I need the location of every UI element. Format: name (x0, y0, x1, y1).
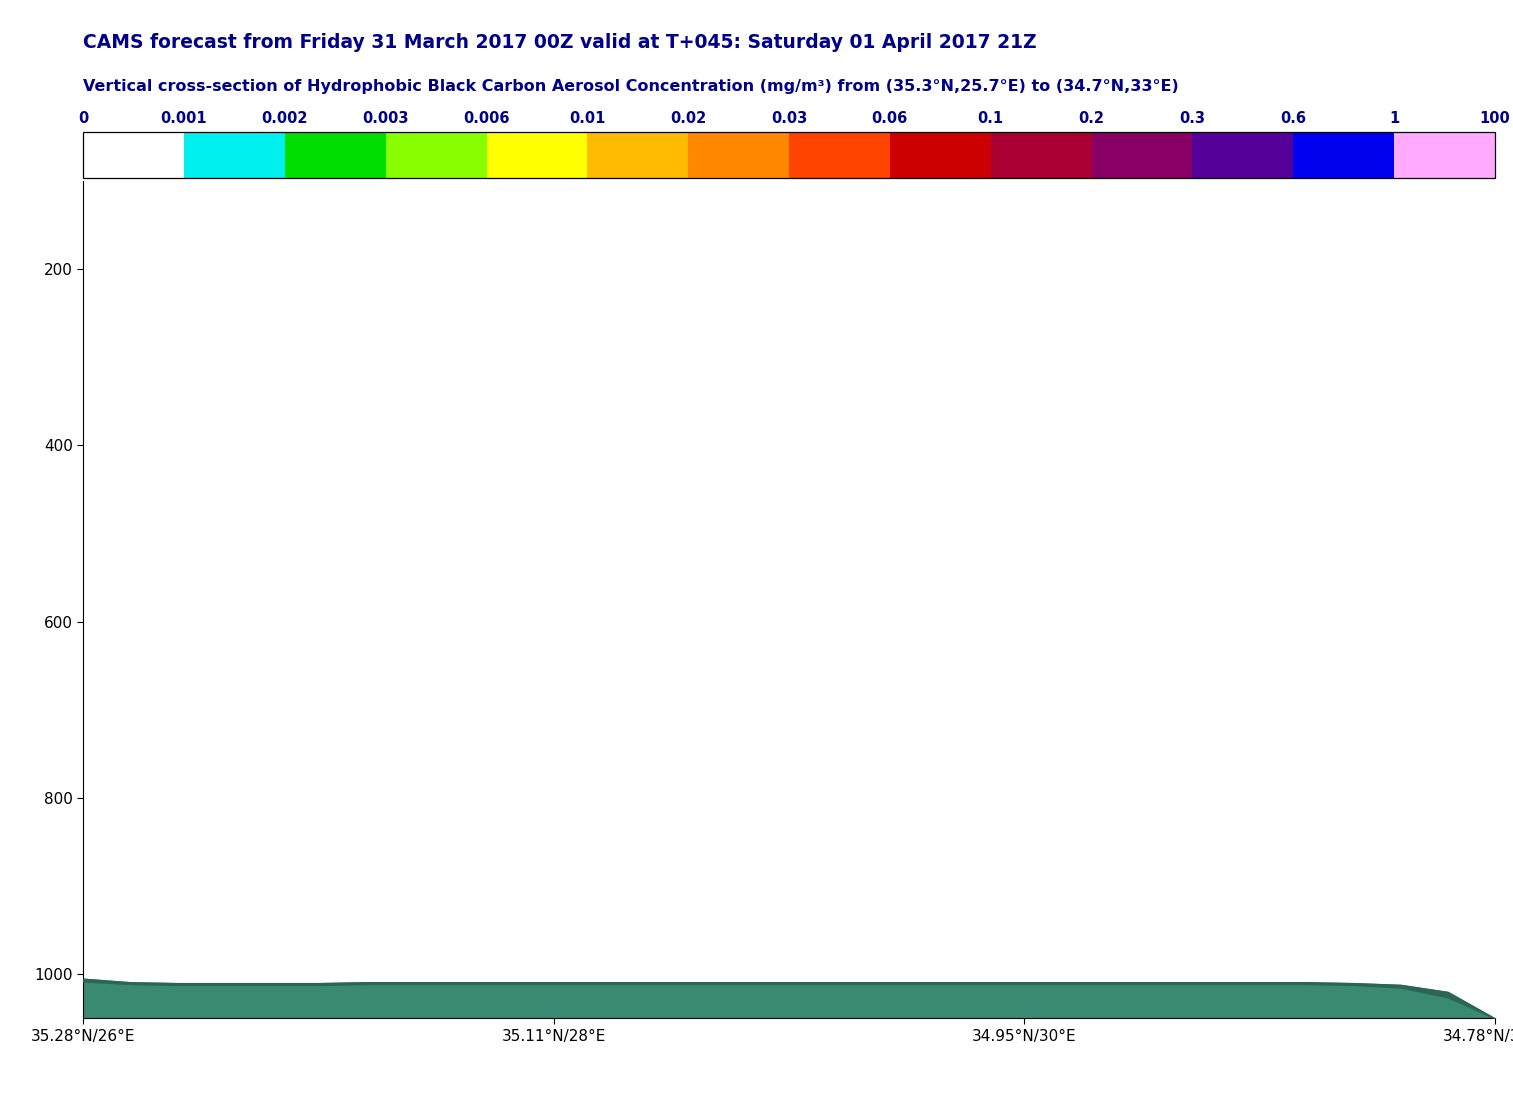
Text: 0.002: 0.002 (262, 111, 309, 127)
Text: 0.003: 0.003 (363, 111, 409, 127)
Text: CAMS forecast from Friday 31 March 2017 00Z valid at T+045: Saturday 01 April 20: CAMS forecast from Friday 31 March 2017 … (83, 33, 1036, 52)
Text: 0.03: 0.03 (772, 111, 806, 127)
Text: 0.6: 0.6 (1280, 111, 1306, 127)
Bar (790, 131, 890, 177)
Bar (890, 131, 991, 177)
Bar (1393, 131, 1495, 177)
Bar (991, 131, 1091, 177)
Bar (1192, 131, 1294, 177)
Text: Vertical cross-section of Hydrophobic Black Carbon Aerosol Concentration (mg/m³): Vertical cross-section of Hydrophobic Bl… (83, 79, 1179, 94)
Text: 0.2: 0.2 (1079, 111, 1104, 127)
Text: 1: 1 (1389, 111, 1400, 127)
Text: 0.3: 0.3 (1179, 111, 1206, 127)
Bar (1091, 131, 1192, 177)
Text: 0: 0 (79, 111, 88, 127)
Bar (83, 131, 1495, 177)
Bar (386, 131, 487, 177)
Bar (587, 131, 688, 177)
Bar (487, 131, 587, 177)
Text: 100: 100 (1480, 111, 1510, 127)
Text: 0.01: 0.01 (569, 111, 605, 127)
Bar (688, 131, 790, 177)
Bar (1294, 131, 1393, 177)
Text: 0.02: 0.02 (670, 111, 707, 127)
Bar (284, 131, 386, 177)
Text: 0.001: 0.001 (160, 111, 207, 127)
Text: 0.006: 0.006 (463, 111, 510, 127)
Text: 0.06: 0.06 (871, 111, 908, 127)
Bar (83, 131, 185, 177)
Text: 0.1: 0.1 (977, 111, 1003, 127)
Bar (185, 131, 284, 177)
